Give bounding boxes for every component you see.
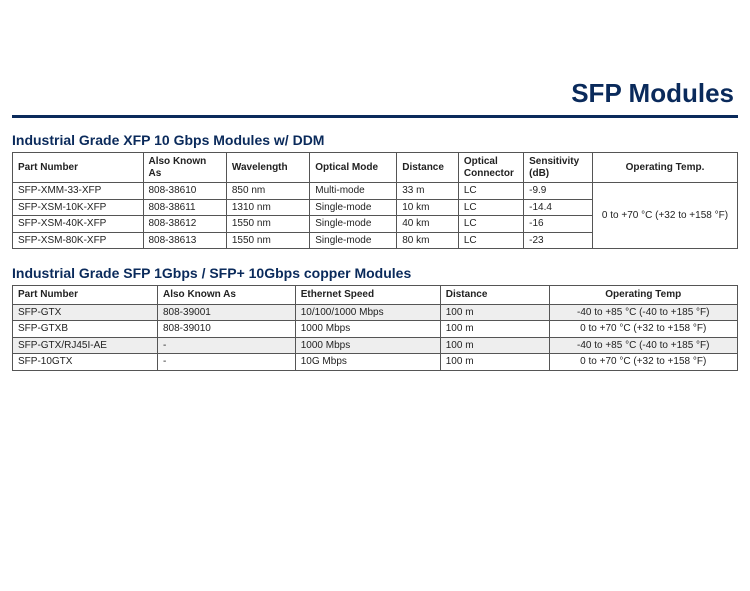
table-cell: 1310 nm — [226, 199, 309, 216]
col-header: Also Known As — [158, 286, 296, 305]
table-cell: 808-38611 — [143, 199, 226, 216]
table-cell: 40 km — [397, 216, 459, 233]
operating-temp-cell: 0 to +70 °C (+32 to +158 °F) — [593, 183, 738, 249]
table-cell: -40 to +85 °C (-40 to +185 °F) — [549, 337, 738, 354]
table-cell: 808-39010 — [158, 321, 296, 338]
table-cell: 100 m — [440, 337, 549, 354]
table-cell: SFP-GTX — [13, 304, 158, 321]
table-cell: 10G Mbps — [295, 354, 440, 371]
table-row: SFP-GTX808-3900110/100/1000 Mbps100 m-40… — [13, 304, 738, 321]
table-header-row: Part NumberAlso Known AsEthernet SpeedDi… — [13, 286, 738, 305]
col-header: Optical Mode — [310, 153, 397, 183]
table-cell: 1550 nm — [226, 216, 309, 233]
section-title-copper: Industrial Grade SFP 1Gbps / SFP+ 10Gbps… — [12, 265, 738, 281]
table-cell: LC — [458, 216, 523, 233]
table-cell: Multi-mode — [310, 183, 397, 200]
table-cell: -16 — [524, 216, 593, 233]
table-cell: 0 to +70 °C (+32 to +158 °F) — [549, 321, 738, 338]
table-cell: SFP-10GTX — [13, 354, 158, 371]
col-header: Optical Connector — [458, 153, 523, 183]
table-row: SFP-10GTX-10G Mbps100 m0 to +70 °C (+32 … — [13, 354, 738, 371]
col-header: Operating Temp — [549, 286, 738, 305]
table-cell: -9.9 — [524, 183, 593, 200]
table-row: SFP-GTXB808-390101000 Mbps100 m0 to +70 … — [13, 321, 738, 338]
table-row: SFP-GTX/RJ45I-AE-1000 Mbps100 m-40 to +8… — [13, 337, 738, 354]
table-cell: 808-39001 — [158, 304, 296, 321]
table-cell: 850 nm — [226, 183, 309, 200]
table-cell: 0 to +70 °C (+32 to +158 °F) — [549, 354, 738, 371]
col-header: Ethernet Speed — [295, 286, 440, 305]
col-header: Also Known As — [143, 153, 226, 183]
table-cell: Single-mode — [310, 232, 397, 249]
col-header: Operating Temp. — [593, 153, 738, 183]
table-cell: 100 m — [440, 321, 549, 338]
table-cell: 808-38612 — [143, 216, 226, 233]
table-cell: SFP-XSM-80K-XFP — [13, 232, 144, 249]
table-cell: LC — [458, 183, 523, 200]
col-header: Wavelength — [226, 153, 309, 183]
col-header: Part Number — [13, 153, 144, 183]
table-xfp: Part NumberAlso Known AsWavelengthOptica… — [12, 152, 738, 249]
table-cell: - — [158, 337, 296, 354]
table-cell: SFP-GTXB — [13, 321, 158, 338]
section-title-xfp: Industrial Grade XFP 10 Gbps Modules w/ … — [12, 132, 738, 148]
table-cell: SFP-GTX/RJ45I-AE — [13, 337, 158, 354]
title-rule — [12, 115, 738, 118]
table-cell: -14.4 — [524, 199, 593, 216]
table-cell: 80 km — [397, 232, 459, 249]
table-cell: SFP-XMM-33-XFP — [13, 183, 144, 200]
table-cell: -23 — [524, 232, 593, 249]
table-cell: 808-38613 — [143, 232, 226, 249]
table-header-row: Part NumberAlso Known AsWavelengthOptica… — [13, 153, 738, 183]
table-cell: 100 m — [440, 304, 549, 321]
table-copper: Part NumberAlso Known AsEthernet SpeedDi… — [12, 285, 738, 371]
table-cell: 10 km — [397, 199, 459, 216]
table-cell: 10/100/1000 Mbps — [295, 304, 440, 321]
table-cell: 100 m — [440, 354, 549, 371]
table-cell: Single-mode — [310, 216, 397, 233]
table-cell: Single-mode — [310, 199, 397, 216]
table-row: SFP-XMM-33-XFP808-38610850 nmMulti-mode3… — [13, 183, 738, 200]
table-cell: 33 m — [397, 183, 459, 200]
table-cell: 1550 nm — [226, 232, 309, 249]
col-header: Distance — [397, 153, 459, 183]
table-cell: 808-38610 — [143, 183, 226, 200]
table-cell: SFP-XSM-10K-XFP — [13, 199, 144, 216]
col-header: Distance — [440, 286, 549, 305]
page-title: SFP Modules — [12, 0, 738, 115]
table-cell: LC — [458, 199, 523, 216]
col-header: Part Number — [13, 286, 158, 305]
table-cell: 1000 Mbps — [295, 321, 440, 338]
table-cell: LC — [458, 232, 523, 249]
table-cell: -40 to +85 °C (-40 to +185 °F) — [549, 304, 738, 321]
col-header: Sensitivity (dB) — [524, 153, 593, 183]
table-cell: SFP-XSM-40K-XFP — [13, 216, 144, 233]
table-cell: - — [158, 354, 296, 371]
table-cell: 1000 Mbps — [295, 337, 440, 354]
